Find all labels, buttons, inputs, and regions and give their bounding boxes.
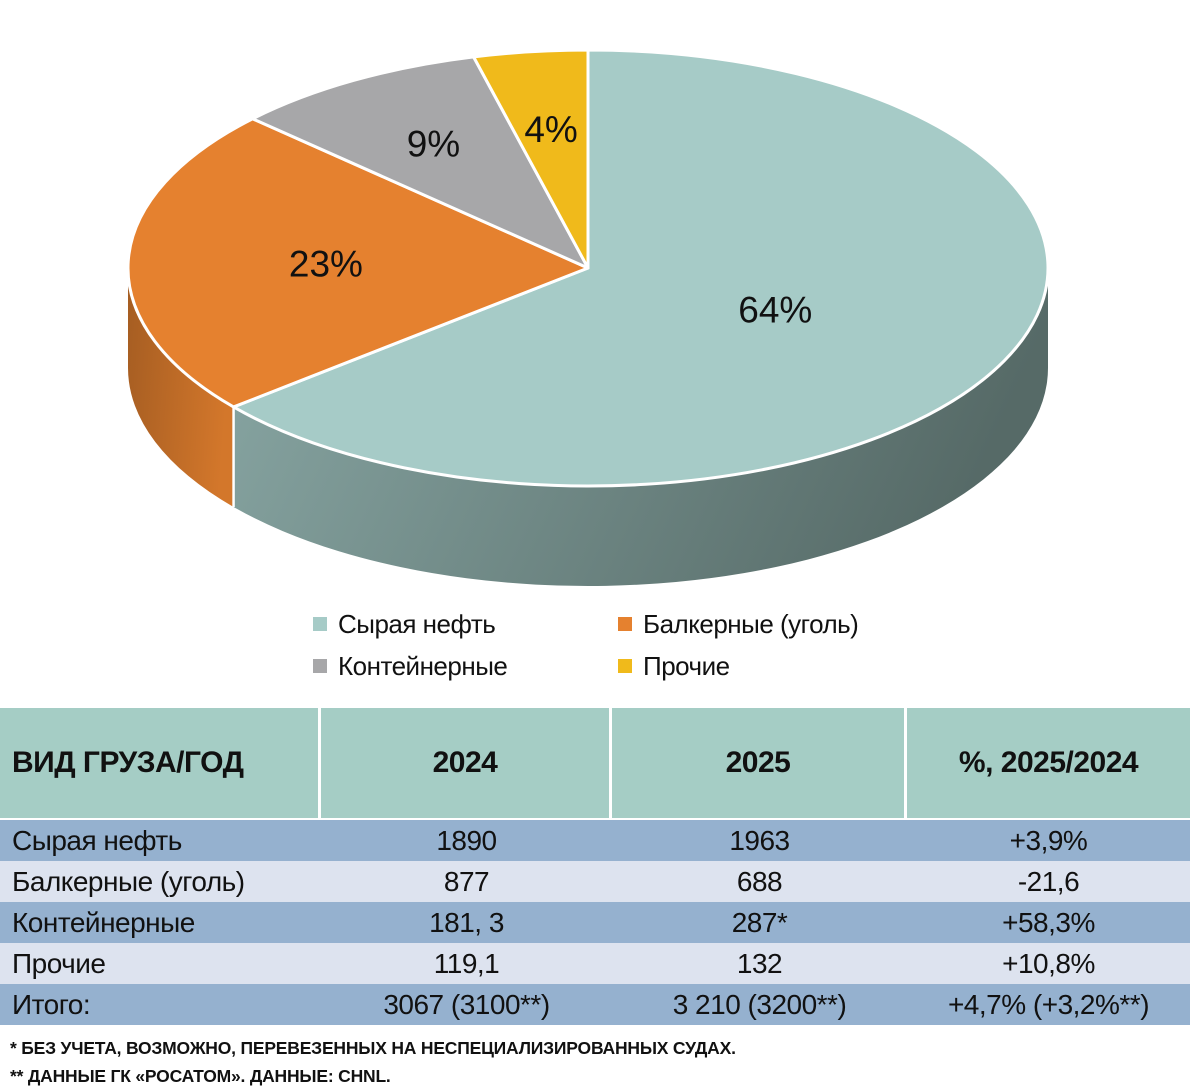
table-body: Сырая нефть 1890 1963 +3,9% Балкерные (уголь…: [0, 820, 1190, 1025]
legend-item-other: Прочие: [618, 650, 858, 681]
row-label-cell: Итого:: [12, 988, 91, 1020]
table-row: Контейнерные 181, 3 287* +58,3%: [0, 902, 1190, 943]
footnote: ** ДАННЫЕ ГК «РОСАТОМ». ДАННЫЕ: CHNL.: [10, 1066, 391, 1086]
value-cell: 877: [443, 865, 490, 897]
pie-data-label: 64%: [738, 289, 812, 330]
table-row: Сырая нефть 1890 1963 +3,9%: [0, 820, 1190, 861]
pie-side-0: [233, 268, 1048, 586]
value-cell: -21,6: [1017, 865, 1080, 897]
footnote: * БЕЗ УЧЕТА, ВОЗМОЖНО, ПЕРЕВЕЗЕННЫХ НА Н…: [10, 1038, 736, 1058]
other-swatch-icon: [618, 659, 632, 673]
value-cell: +3,9%: [1009, 824, 1088, 856]
value-cell: 1963: [729, 824, 790, 856]
pie-data-label: 4%: [524, 109, 577, 150]
value-cell: 688: [736, 865, 783, 897]
pie-slice-3: [472, 48, 590, 270]
value-cell: 287*: [731, 906, 788, 938]
pie-side-1: [128, 268, 234, 507]
pie-data-label: 23%: [289, 244, 363, 285]
value-cell: 119,1: [433, 947, 500, 979]
value-cell: 1890: [436, 824, 497, 856]
legend-label: Прочие: [643, 650, 730, 681]
value-cell: +10,8%: [1002, 947, 1095, 979]
row-label-cell: Контейнерные: [12, 906, 195, 938]
container-swatch-icon: [313, 659, 327, 673]
legend-label: Контейнерные: [338, 650, 508, 681]
value-cell: +4,7% (+3,2%**): [947, 988, 1150, 1020]
value-cell: +58,3%: [1002, 906, 1095, 938]
row-label-cell: Прочие: [12, 947, 106, 979]
footnotes: * БЕЗ УЧЕТА, ВОЗМОЖНО, ПЕРЕВЕЗЕННЫХ НА Н…: [10, 1034, 736, 1090]
value-cell: 132: [736, 947, 783, 979]
value-cell: 181, 3: [429, 906, 504, 938]
cargo-table: ВИД ГРУЗА/ГОД 2024 2025 %, 2025/2024 Сыр…: [0, 708, 1190, 1025]
bulk-coal-swatch-icon: [618, 617, 632, 631]
pie-data-label: 9%: [407, 124, 460, 165]
table-header-pct-change: %, 2025/2024: [958, 746, 1139, 779]
table-header-cargo-type: ВИД ГРУЗА/ГОД: [0, 708, 321, 818]
pie-chart: 64% 23% 9% 4%: [126, 48, 1050, 586]
row-label-cell: Балкерные (уголь): [12, 865, 245, 897]
chart-legend: Сырая нефть Балкерные (уголь) Контейнерн…: [313, 608, 859, 681]
table-row: Прочие 119,1 132 +10,8%: [0, 943, 1190, 984]
table-header-2025: 2025: [612, 708, 907, 818]
pie-slice-1: [126, 117, 590, 409]
legend-item-container: Контейнерные: [313, 650, 618, 681]
legend-label: Балкерные (уголь): [643, 608, 859, 639]
table-row: Итого: 3067 (3100**) 3 210 (3200**) +4,7% (…: [0, 984, 1190, 1025]
value-cell: 3 210 (3200**): [672, 988, 847, 1020]
crude-oil-swatch-icon: [313, 617, 327, 631]
table-header-2024: 2024: [321, 708, 612, 818]
row-label-cell: Сырая нефть: [12, 824, 182, 856]
table-row: Балкерные (уголь) 877 688 -21,6: [0, 861, 1190, 902]
pie-slice-0: [232, 48, 1050, 488]
legend-item-bulk-coal: Балкерные (уголь): [618, 608, 859, 639]
value-cell: 3067 (3100**): [383, 988, 550, 1020]
table-header-row: ВИД ГРУЗА/ГОД 2024 2025 %, 2025/2024: [0, 708, 1190, 818]
pie-slice-2: [251, 55, 590, 270]
legend-item-crude-oil: Сырая нефть: [313, 608, 618, 639]
legend-label: Сырая нефть: [338, 608, 496, 639]
